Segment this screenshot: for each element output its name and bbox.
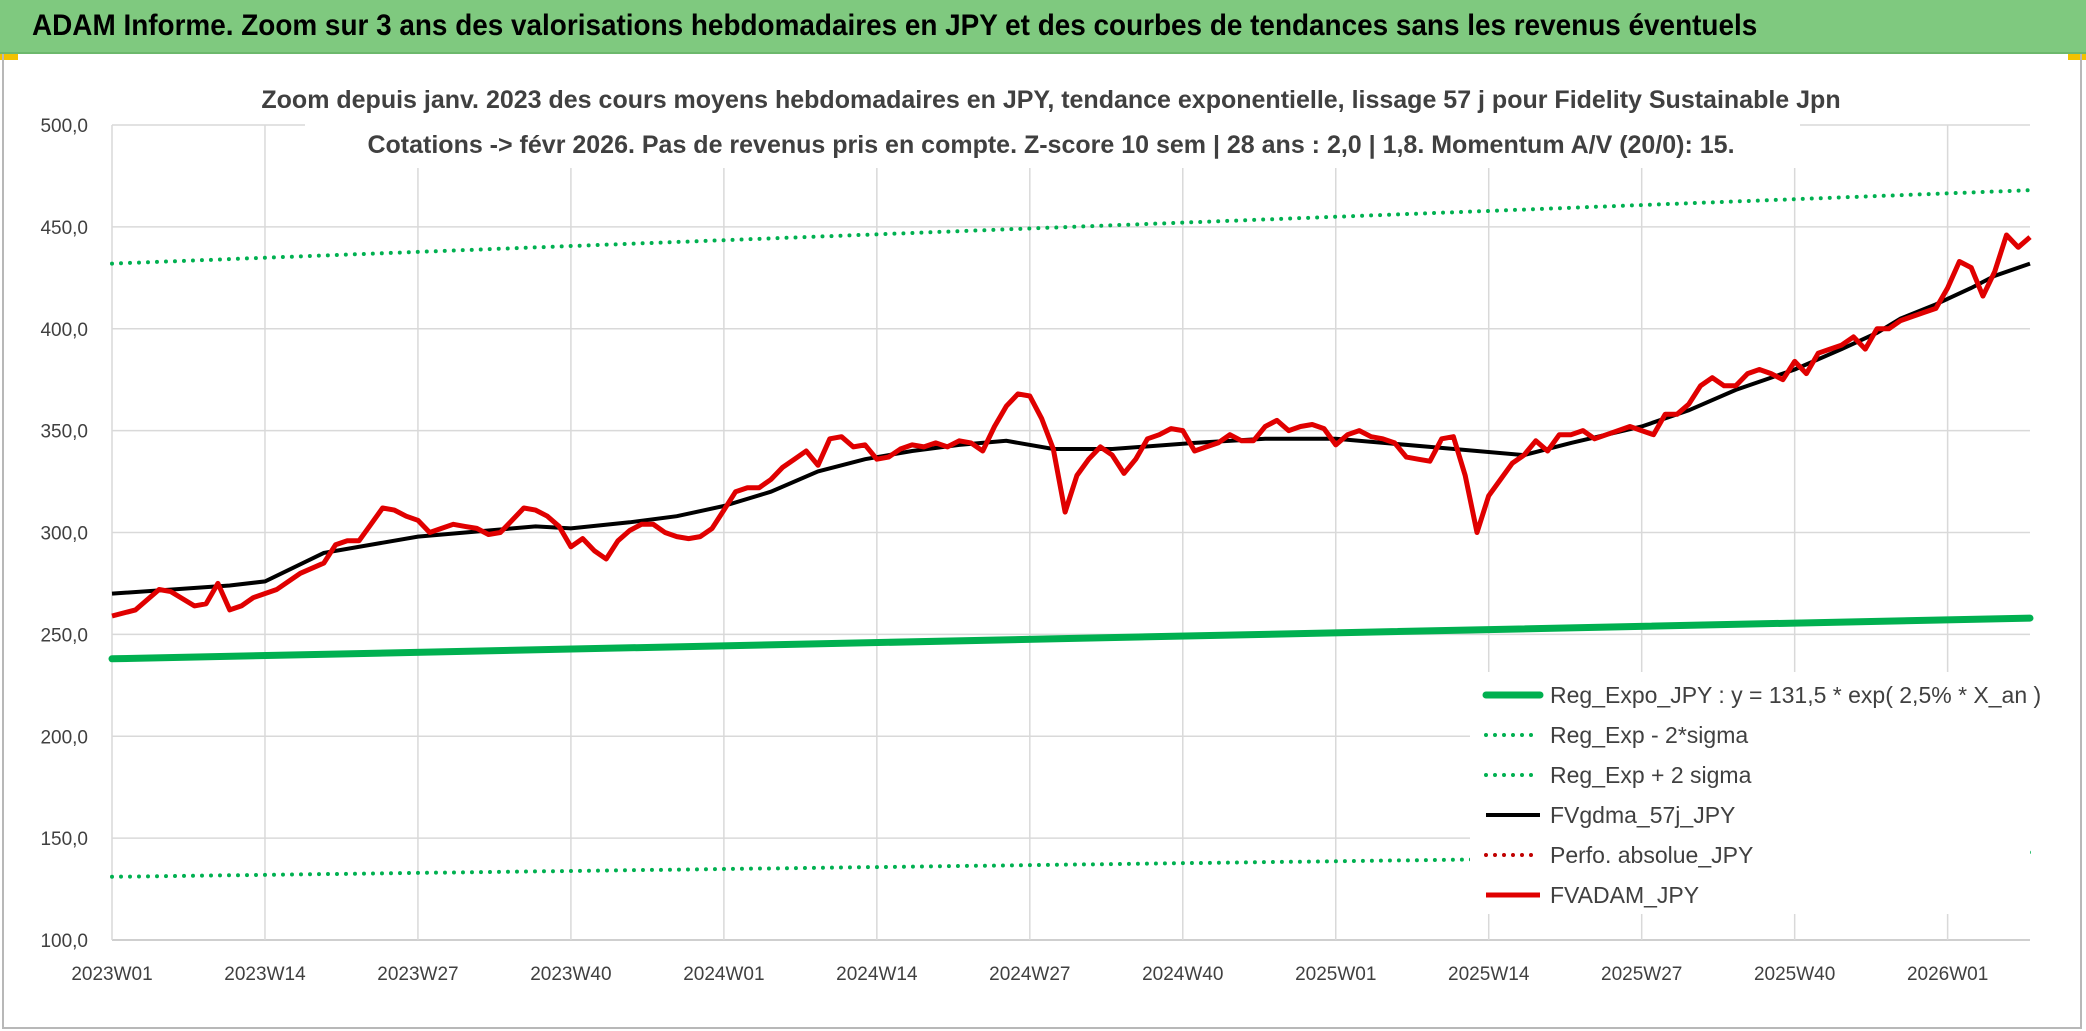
chart-title-line-1: Zoom depuis janv. 2023 des cours moyens … xyxy=(261,86,1840,114)
y-tick-label: 500,0 xyxy=(40,116,88,137)
y-tick-label: 350,0 xyxy=(40,422,88,443)
y-axis-tick-labels: 100,0 150,0 200,0 250,0 300,0 350,0 400,0 450,0… xyxy=(40,116,88,952)
legend-label: Reg_Exp + 2 sigma xyxy=(1550,762,1752,788)
x-tick-label: 2025W40 xyxy=(1754,964,1835,985)
y-tick-label: 300,0 xyxy=(40,524,88,545)
x-axis-tick-labels: 2023W01 2023W14 2023W27 2023W40 2024W01 2024W… xyxy=(71,964,1988,985)
corner-accent-right xyxy=(2068,54,2086,60)
legend: Reg_Expo_JPY : y = 131,5 * exp( 2,5% * X… xyxy=(1470,672,2041,914)
legend-label: FVADAM_JPY xyxy=(1550,882,1699,908)
x-tick-label: 2024W27 xyxy=(989,964,1070,985)
report-title: ADAM Informe. Zoom sur 3 ans des valoris… xyxy=(32,9,1758,42)
report-header: ADAM Informe. Zoom sur 3 ans des valoris… xyxy=(0,0,2086,54)
series-layer xyxy=(108,188,2034,879)
legend-label: FVgdma_57j_JPY xyxy=(1550,802,1735,828)
x-tick-label: 2025W27 xyxy=(1601,964,1682,985)
x-tick-label: 2024W40 xyxy=(1142,964,1223,985)
legend-label: Reg_Exp - 2*sigma xyxy=(1550,722,1748,748)
x-tick-label: 2023W01 xyxy=(71,964,152,985)
title-background xyxy=(305,80,1800,168)
x-tick-label: 2025W14 xyxy=(1448,964,1530,985)
y-tick-label: 200,0 xyxy=(40,727,88,748)
corner-accent-left xyxy=(0,54,18,60)
x-tick-label: 2023W14 xyxy=(224,964,306,985)
x-tick-label: 2026W01 xyxy=(1907,964,1988,985)
y-tick-label: 250,0 xyxy=(40,625,88,646)
y-tick-label: 100,0 xyxy=(40,931,88,952)
series-line-fvgdma_57j_jpy xyxy=(111,261,2031,596)
legend-background xyxy=(1470,672,2030,914)
x-tick-label: 2024W01 xyxy=(683,964,764,985)
y-tick-label: 150,0 xyxy=(40,829,88,850)
legend-label: Reg_Expo_JPY : y = 131,5 * exp( 2,5% * X… xyxy=(1550,682,2041,708)
series-line-reg_expo_jpy xyxy=(108,614,2034,663)
series-line-fvadam_jpy xyxy=(111,232,2032,619)
x-tick-label: 2023W27 xyxy=(377,964,458,985)
legend-label: Perfo. absolue_JPY xyxy=(1550,842,1753,868)
x-tick-label: 2024W14 xyxy=(836,964,918,985)
chart-title-line-2: Cotations -> févr 2026. Pas de revenus p… xyxy=(367,131,1734,159)
chart-frame xyxy=(2,54,2082,1029)
x-tick-label: 2023W40 xyxy=(530,964,611,985)
y-tick-label: 450,0 xyxy=(40,218,88,239)
y-tick-label: 400,0 xyxy=(40,320,88,341)
x-tick-label: 2025W01 xyxy=(1295,964,1376,985)
